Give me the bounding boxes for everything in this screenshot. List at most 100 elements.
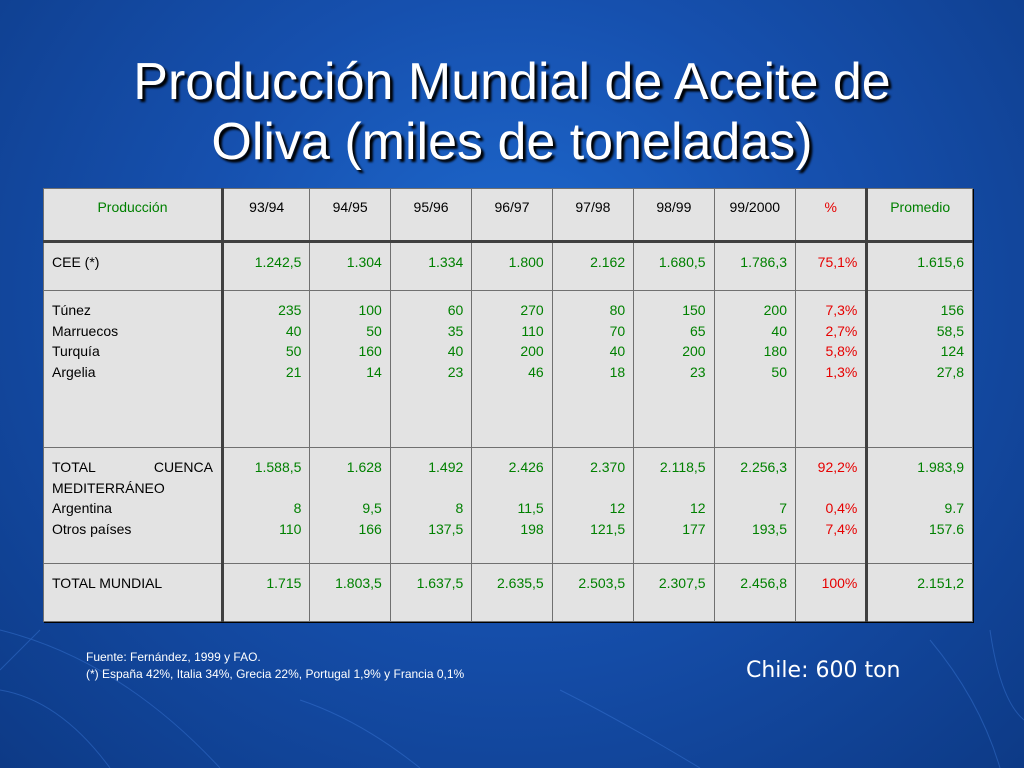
- cell-value: 40: [285, 322, 302, 339]
- cell-value: 235: [278, 302, 302, 318]
- average-value: 27,8: [936, 363, 964, 380]
- cell-value: 7: [779, 500, 787, 516]
- cell-value: 9,5: [362, 500, 382, 516]
- average-value: 124: [940, 343, 964, 359]
- row-label: MEDITERRÁNEO: [52, 479, 165, 496]
- cell-value: 1.628: [346, 459, 382, 475]
- country-label: Marruecos: [52, 322, 119, 339]
- cell-value: 23: [689, 363, 706, 380]
- table-cell: 1.588,5 8 110: [221, 447, 311, 564]
- table-row-mediterraneo: TOTAL CUENCA MEDITERRÁNEO Argentina Otro…: [43, 447, 973, 564]
- percent-value: 2,7%: [825, 322, 858, 339]
- cell-value: 198: [520, 520, 544, 537]
- cell-value: 180: [763, 343, 787, 359]
- table-cell: 1.304: [309, 241, 391, 291]
- cell-value: 150: [682, 302, 706, 318]
- cell-value: 270: [520, 302, 544, 318]
- table-cell: 1.334: [389, 241, 473, 291]
- percent-value: 92,2%: [817, 459, 858, 475]
- row-label: TOTAL MUNDIAL: [43, 563, 224, 622]
- cell-value: 14: [366, 363, 382, 380]
- average-value: 1.983,9: [917, 459, 964, 475]
- title-line-2: Oliva (miles de toneladas): [211, 113, 813, 171]
- average-cell: 1.615,6: [865, 241, 973, 291]
- cell-value: 8: [293, 500, 302, 516]
- cell-value: 46: [528, 363, 544, 380]
- table-cell: 80 70 40 18: [551, 290, 635, 448]
- country-label: Túnez: [52, 302, 91, 318]
- cell-value: 35: [447, 322, 464, 339]
- cell-value: 23: [447, 363, 464, 380]
- average-value: 9.7: [944, 500, 964, 516]
- cell-value: 160: [358, 343, 382, 359]
- footnote-line: (*) España 42%, Italia 34%, Grecia 22%, …: [86, 667, 465, 681]
- cell-value: 40: [771, 322, 787, 339]
- table-cell: 1.242,5: [221, 241, 311, 291]
- production-table: Producción 93/94 94/95 95/96 96/97 97/98…: [43, 188, 973, 622]
- table-cell: 2.162: [551, 241, 635, 291]
- cell-value: 200: [520, 343, 544, 359]
- cell-value: 1.588,5: [254, 459, 302, 475]
- cell-value: 137,5: [428, 520, 464, 537]
- percent-cell: 100%: [794, 563, 868, 622]
- row-label: Otros países: [52, 520, 132, 537]
- table-cell: 1.800: [471, 241, 553, 291]
- row-label: TOTAL CUENCA: [52, 459, 213, 475]
- average-value: 58,5: [936, 322, 964, 339]
- percent-cell: 7,3% 2,7% 5,8% 1,3%: [794, 290, 868, 448]
- cell-value: 12: [609, 500, 626, 516]
- table-cell: 2.370 12 121,5: [551, 447, 635, 564]
- cell-value: 60: [447, 302, 464, 318]
- cell-value: 200: [682, 343, 706, 359]
- cell-value: 12: [689, 500, 706, 516]
- cell-value: 2.118,5: [659, 459, 706, 475]
- table-cell: 2.118,5 12 177: [633, 447, 715, 564]
- row-label-list: Túnez Marruecos Turquía Argelia: [43, 290, 224, 448]
- header-year: 94/95: [309, 188, 391, 243]
- cell-value: 65: [689, 322, 706, 339]
- percent-value: 7,4%: [825, 520, 858, 537]
- table-row-countries: Túnez Marruecos Turquía Argelia 235 40 5…: [43, 290, 973, 448]
- average-cell: 1.983,9 9.7 157.6: [865, 447, 973, 564]
- table-cell: 2.635,5: [471, 563, 553, 622]
- cell-value: 2.370: [590, 459, 626, 475]
- header-year: 93/94: [221, 188, 311, 243]
- cell-value: 50: [285, 343, 302, 359]
- cell-value: 50: [771, 363, 787, 380]
- header-promedio: Promedio: [865, 188, 973, 243]
- table-cell: 1.715: [221, 563, 311, 622]
- table-cell: 2.503,5: [551, 563, 635, 622]
- table-cell: 100 50 160 14: [309, 290, 391, 448]
- header-year: 98/99: [633, 188, 715, 243]
- cell-value: 70: [609, 322, 626, 339]
- cell-value: 8: [455, 500, 464, 516]
- average-cell: 156 58,5 124 27,8: [865, 290, 973, 448]
- header-year: 99/2000: [713, 188, 797, 243]
- cell-value: 40: [447, 343, 464, 359]
- header-year: 96/97: [471, 188, 553, 243]
- table-cell: 1.492 8 137,5: [389, 447, 473, 564]
- percent-value: 1,3%: [825, 363, 858, 380]
- table-header-row: Producción 93/94 94/95 95/96 96/97 97/98…: [43, 188, 973, 243]
- cell-value: 110: [521, 322, 544, 339]
- percent-value: 5,8%: [825, 343, 858, 359]
- header-produccion: Producción: [43, 188, 224, 243]
- cell-value: 200: [763, 302, 787, 318]
- percent-cell: 92,2% 0,4% 7,4%: [794, 447, 868, 564]
- table-cell: 2.256,3 7 193,5: [713, 447, 797, 564]
- percent-value: 7,3%: [825, 302, 858, 318]
- cell-value: 2.426: [508, 459, 544, 475]
- table-cell: 1.680,5: [633, 241, 715, 291]
- title-line-1: Producción Mundial de Aceite de: [133, 53, 891, 111]
- table-row-cee: CEE (*) 1.242,5 1.304 1.334 1.800 2.162 …: [43, 241, 973, 291]
- chile-note: Chile: 600 ton: [746, 658, 901, 683]
- source-line: Fuente: Fernández, 1999 y FAO.: [86, 650, 261, 664]
- table-cell: 1.786,3: [713, 241, 797, 291]
- table-cell: 60 35 40 23: [389, 290, 473, 448]
- cell-value: 100: [358, 302, 382, 318]
- header-year: 95/96: [389, 188, 473, 243]
- table-cell: 200 40 180 50: [713, 290, 797, 448]
- row-label-list: TOTAL CUENCA MEDITERRÁNEO Argentina Otro…: [43, 447, 224, 564]
- cell-value: 50: [366, 322, 382, 339]
- cell-value: 11,5: [517, 500, 544, 516]
